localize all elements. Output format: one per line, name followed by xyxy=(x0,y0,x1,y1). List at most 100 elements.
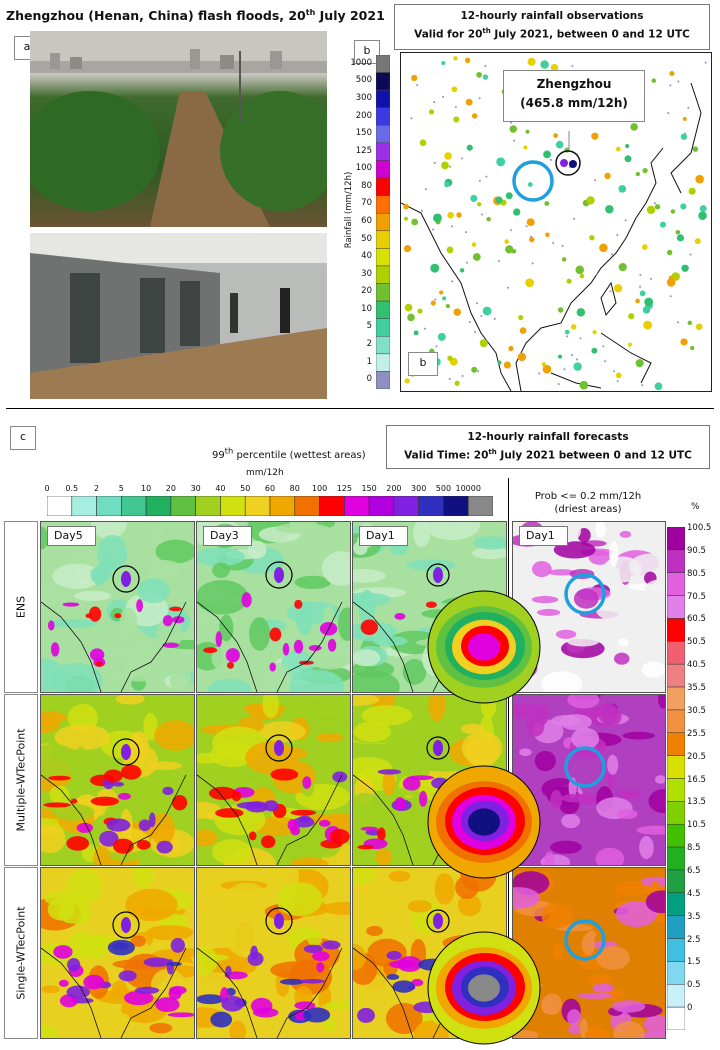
probability-colorbar-tick: 25.5 xyxy=(687,728,706,739)
rain-blob xyxy=(48,619,99,628)
heavy-rain-blob xyxy=(263,800,279,812)
obs-station-dot xyxy=(561,244,564,247)
heavy-rain-blob xyxy=(155,997,180,1013)
obs-station-dot xyxy=(694,238,701,245)
forecast-colorbar-tick: 30 xyxy=(190,484,201,493)
rain-blob xyxy=(124,639,167,666)
probability-blob xyxy=(561,813,581,829)
map-plot xyxy=(197,868,350,1038)
probability-colorbar-tick: 4.5 xyxy=(687,888,701,899)
obs-station-dot xyxy=(575,265,585,275)
obs-station-dot xyxy=(513,139,516,142)
obs-station-dot xyxy=(553,133,558,138)
obs-station-dot xyxy=(549,158,552,161)
probability-blob xyxy=(567,695,600,709)
rain-blob xyxy=(125,888,178,922)
probability-blob xyxy=(519,748,532,757)
obs-station-dot xyxy=(519,327,527,334)
heavy-rain-blob xyxy=(231,790,242,802)
heavy-rain-blob xyxy=(293,639,304,654)
obs-station-dot xyxy=(435,345,438,348)
forecast-colorbar-swatch xyxy=(467,496,493,516)
forecast-colorbar-swatch xyxy=(393,496,419,516)
obs-station-dot xyxy=(507,286,510,289)
obs-station-dot xyxy=(573,217,576,220)
heavy-rain-blob xyxy=(303,944,323,954)
probability-blob xyxy=(540,671,583,692)
obs-station-dot xyxy=(509,229,512,232)
obs-station-dot xyxy=(669,84,672,87)
heavy-rain-blob xyxy=(43,802,71,808)
rain-blob xyxy=(211,839,252,865)
probability-blob xyxy=(615,901,658,927)
obs-station-dot xyxy=(557,307,564,313)
rain-blob xyxy=(366,925,383,937)
obs-station-dot xyxy=(561,257,567,262)
heavy-rain-blob xyxy=(138,819,151,832)
heavy-rain-blob xyxy=(386,950,402,961)
forecast-colorbar-tick: 40 xyxy=(215,484,226,493)
probability-colorbar-swatch xyxy=(667,755,685,779)
obs-station-dot xyxy=(618,185,627,193)
obs-station-dot xyxy=(659,221,666,228)
obs-station-dot xyxy=(682,116,687,122)
obs-colorbar-swatch xyxy=(376,55,390,73)
obs-station-dot xyxy=(695,174,704,184)
forecast-colorbar-swatch xyxy=(368,496,395,516)
probability-colorbar-tick: 10.5 xyxy=(687,820,706,831)
heavy-rain-blob xyxy=(270,768,299,781)
probability-colorbar-swatch xyxy=(667,961,685,985)
obs-station-dot xyxy=(529,236,535,243)
obs-station-dot xyxy=(432,228,435,231)
obs-station-dot xyxy=(454,105,457,108)
obs-station-dot xyxy=(627,342,632,347)
probability-colorbar-tick: 90.5 xyxy=(687,545,706,556)
rain-blob xyxy=(72,569,94,585)
obs-station-dot xyxy=(566,278,572,284)
obs-station-dot xyxy=(557,383,560,386)
obs-station-dot xyxy=(643,320,653,330)
rain-blob xyxy=(46,854,81,865)
obs-station-dot xyxy=(639,285,642,288)
obs-station-dot xyxy=(485,175,488,178)
forecast-colorbar-tick: 100 xyxy=(311,484,328,493)
obs-station-dot xyxy=(416,83,419,86)
heavy-rain-blob xyxy=(236,801,266,809)
obs-station-dot xyxy=(646,205,656,215)
probability-colorbar-tick: 30.5 xyxy=(687,705,706,716)
forecast-colorbar-tick: 80 xyxy=(289,484,300,493)
probability-colorbar-swatch xyxy=(667,823,685,848)
obs-station-dot xyxy=(486,216,491,222)
obs-station-dot xyxy=(439,290,444,295)
rain-blob xyxy=(169,660,191,692)
rain-blob xyxy=(238,771,269,783)
obs-station-dot xyxy=(642,167,648,174)
rain-blob xyxy=(197,801,222,819)
obs-station-dot xyxy=(571,354,574,357)
obs-colorbar-tick: 500 xyxy=(355,75,372,86)
obs-station-dot xyxy=(441,161,449,170)
obs-station-dot xyxy=(666,278,676,287)
obs-colorbar-swatch xyxy=(376,177,390,196)
rain-blob xyxy=(262,695,280,719)
heavy-rain-blob xyxy=(386,974,400,980)
heavy-rain-blob xyxy=(118,970,137,982)
probability-blob xyxy=(576,992,613,999)
probability-blob xyxy=(550,840,582,854)
obs-station-dot xyxy=(635,171,641,177)
obs-colorbar-swatch xyxy=(376,371,390,389)
panel-c-tag: c xyxy=(10,426,36,450)
probability-blob xyxy=(607,754,619,775)
obs-station-dot xyxy=(495,196,503,204)
rain-blob xyxy=(313,713,350,735)
heavy-rain-blob xyxy=(99,830,119,847)
probability-colorbar-swatch xyxy=(667,984,685,1008)
obs-colorbar-swatch xyxy=(376,125,390,144)
obs-colorbar-labels: 1000 500 300 200 150 125 100 80 70 60 50 40 30 20 10 5 2… xyxy=(348,55,374,389)
probability-blob xyxy=(644,579,665,600)
probability-colorbar-tick: 13.5 xyxy=(687,797,706,808)
probability-blob xyxy=(587,930,597,940)
obs-station-dot xyxy=(447,355,453,361)
rain-blob xyxy=(353,695,380,707)
rain-blob xyxy=(247,540,267,559)
